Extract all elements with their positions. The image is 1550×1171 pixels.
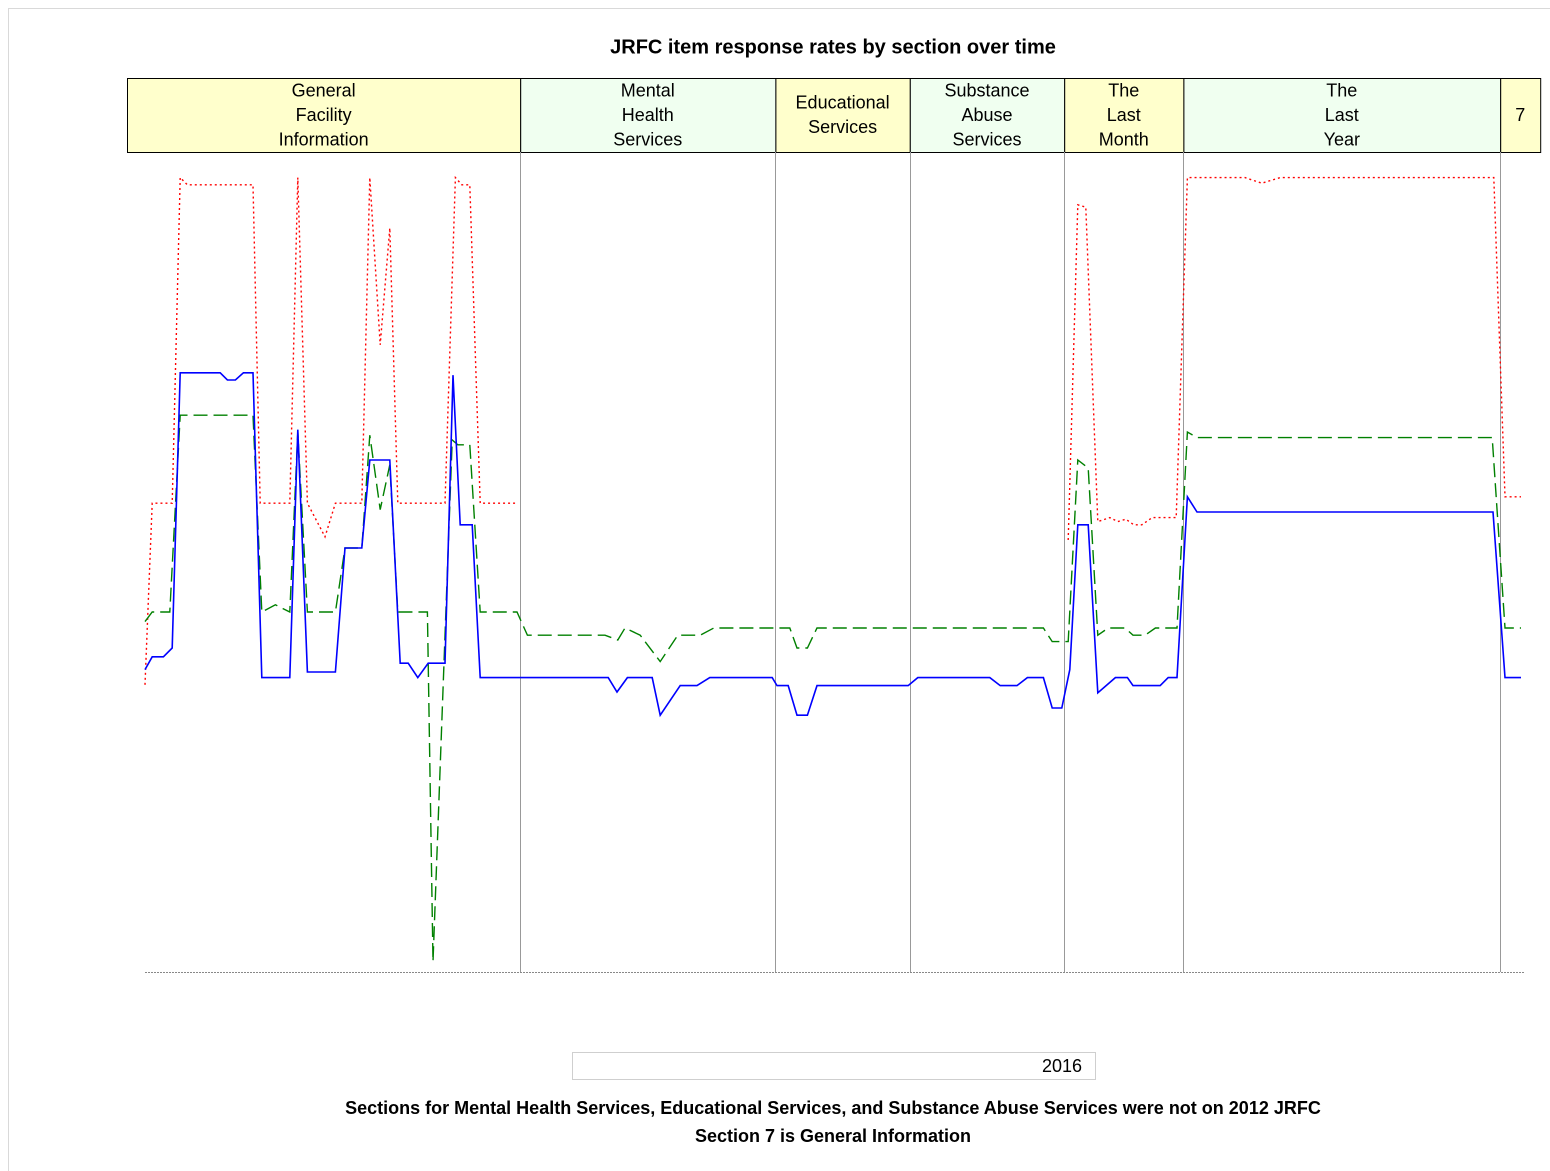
section-label: Services bbox=[808, 117, 877, 137]
section-label: Services bbox=[613, 129, 682, 149]
series-line bbox=[144, 175, 1521, 685]
section-label: Substance bbox=[944, 80, 1029, 100]
section-header bbox=[1064, 78, 1185, 153]
section-header bbox=[520, 78, 777, 153]
section-label: General bbox=[292, 80, 356, 100]
section-label: Educational bbox=[796, 93, 890, 113]
footnote: Sections for Mental Health Services, Edu… bbox=[345, 1098, 1321, 1118]
section-label: Last bbox=[1107, 105, 1141, 125]
frame bbox=[8, 8, 1550, 1171]
legend-label: 2016 bbox=[1042, 1056, 1082, 1076]
legend-box bbox=[572, 1052, 1096, 1080]
series-line bbox=[144, 414, 1521, 962]
section-label: 7 bbox=[1515, 105, 1525, 125]
chart-title: JRFC item response rates by section over… bbox=[610, 36, 1056, 58]
section-header bbox=[909, 78, 1066, 153]
section-label: Information bbox=[279, 129, 369, 149]
section-label: The bbox=[1108, 80, 1139, 100]
section-label: Mental bbox=[621, 80, 675, 100]
section-label: The bbox=[1326, 80, 1357, 100]
section-label: Year bbox=[1324, 129, 1360, 149]
section-header bbox=[1183, 78, 1502, 153]
footnote: Section 7 is General Information bbox=[695, 1126, 971, 1146]
series-line bbox=[144, 372, 1521, 718]
section-header bbox=[775, 78, 911, 153]
section-label: Health bbox=[622, 105, 674, 125]
section-label: Services bbox=[952, 129, 1021, 149]
section-label: Last bbox=[1325, 105, 1359, 125]
section-header bbox=[127, 78, 522, 153]
section-label: Month bbox=[1099, 129, 1149, 149]
section-header bbox=[1500, 78, 1542, 153]
section-label: Abuse bbox=[961, 105, 1012, 125]
section-label: Facility bbox=[296, 105, 352, 125]
